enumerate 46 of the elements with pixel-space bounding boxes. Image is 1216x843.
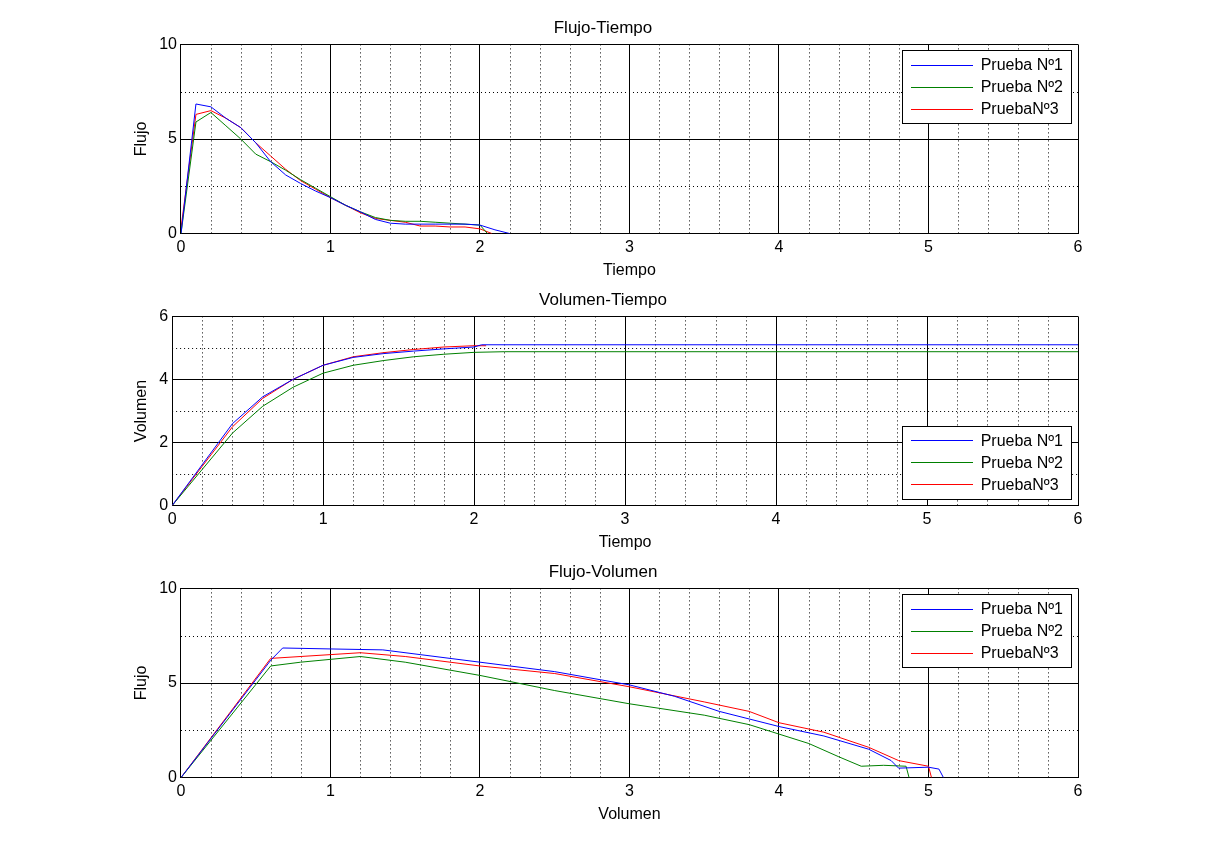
y-tick-label: 4 (159, 369, 169, 387)
x-tick-label: 4 (771, 509, 781, 527)
x-tick-label: 2 (475, 781, 485, 799)
x-tick-label: 6 (1073, 237, 1083, 255)
x-tick-label: 3 (625, 781, 635, 799)
x-tick-label: 2 (475, 237, 485, 255)
y-tick-label: 10 (159, 578, 178, 596)
legend-label: Prueba Nº2 (980, 621, 1063, 642)
x-tick-label: 3 (620, 509, 630, 527)
legend-label: PruebaNº3 (980, 474, 1059, 495)
x-tick-label: 4 (774, 781, 784, 799)
x-tick-label: 5 (924, 237, 934, 255)
legend-label: Prueba Nº1 (980, 55, 1063, 76)
y-tick-label: 0 (168, 224, 178, 242)
x-tick-label: 3 (625, 237, 635, 255)
x-tick-label: 4 (774, 237, 784, 255)
x-tick-label: 6 (1073, 509, 1083, 527)
y-tick-label: 10 (159, 34, 178, 52)
x-axis-title: Volumen (598, 804, 661, 822)
y-tick-label: 0 (168, 768, 178, 786)
x-tick-label: 5 (922, 509, 932, 527)
y-tick-label: 5 (168, 129, 178, 147)
y-axis-title: Volumen (132, 379, 150, 443)
x-axis-title: Tiempo (603, 260, 656, 278)
legend-label: Prueba Nº2 (980, 77, 1063, 98)
x-tick-label: 1 (318, 509, 328, 527)
legend-label: PruebaNº3 (980, 99, 1059, 120)
x-tick-label: 6 (1073, 781, 1083, 799)
chart-title: Flujo-Volumen (548, 561, 658, 581)
y-tick-label: 0 (159, 496, 169, 514)
y-tick-label: 5 (168, 673, 178, 691)
x-tick-label: 1 (326, 781, 336, 799)
legend-label: Prueba Nº1 (980, 430, 1063, 451)
y-axis-title: Flujo (132, 121, 150, 157)
legend-label: PruebaNº3 (980, 643, 1059, 664)
y-tick-label: 2 (159, 432, 169, 450)
legend-label: Prueba Nº2 (980, 452, 1063, 473)
x-axis-title: Tiempo (598, 532, 652, 550)
y-axis-title: Flujo (132, 665, 150, 701)
x-tick-label: 2 (469, 509, 479, 527)
y-tick-label: 6 (159, 306, 169, 324)
x-tick-label: 5 (924, 781, 934, 799)
x-tick-label: 1 (326, 237, 336, 255)
chart-title: Volumen-Tiempo (539, 289, 667, 309)
chart-title: Flujo-Tiempo (553, 17, 653, 37)
legend-label: Prueba Nº1 (980, 599, 1063, 620)
